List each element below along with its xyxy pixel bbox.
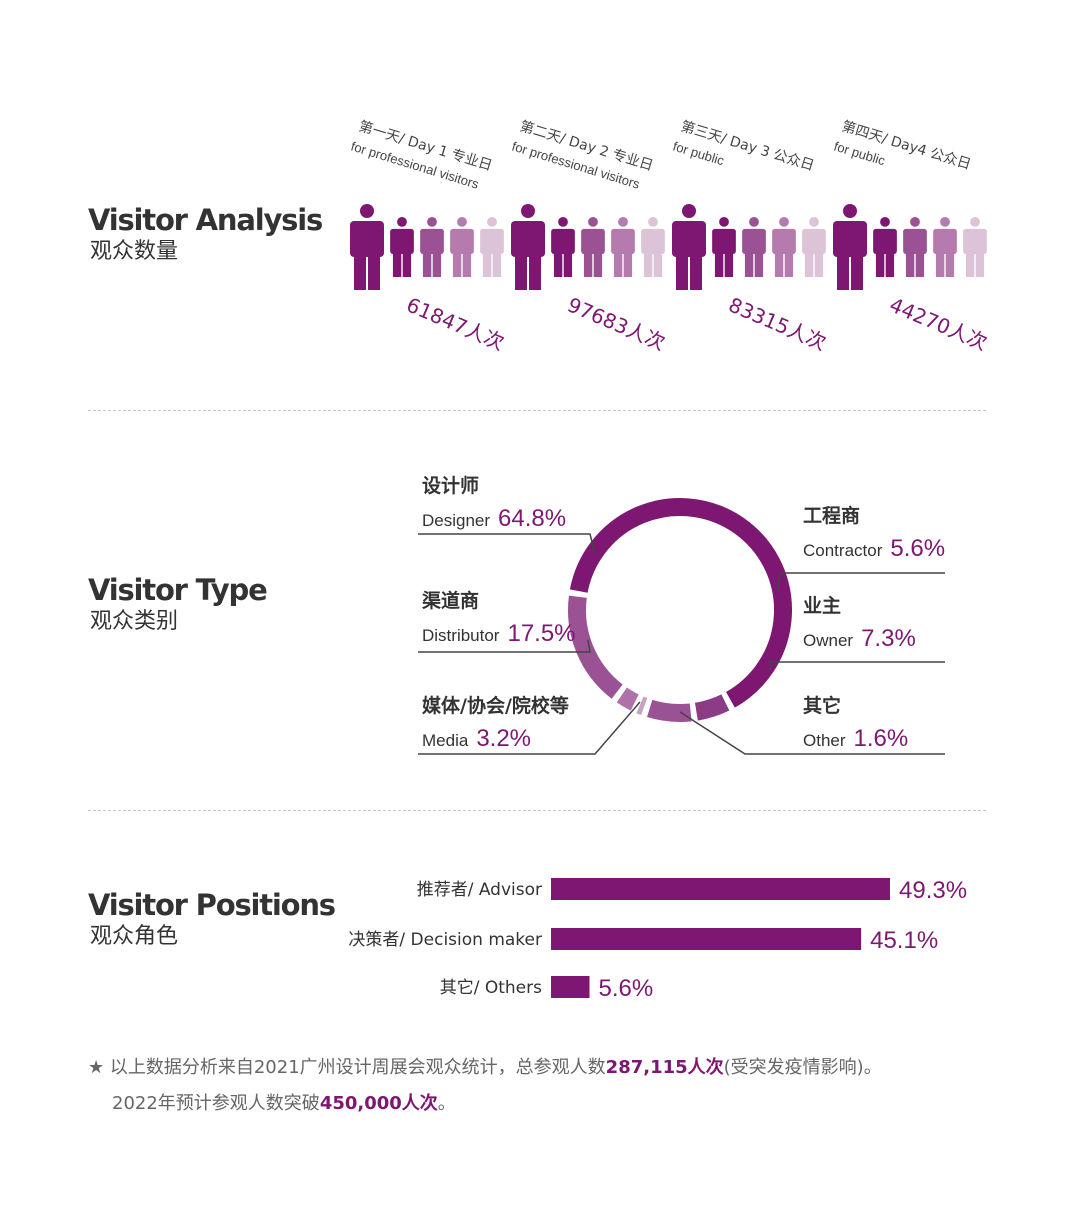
slice-cn-label: 工程商 <box>803 504 860 527</box>
donut-slice-other <box>636 696 648 716</box>
person-icon <box>641 217 665 277</box>
person-icon <box>933 217 957 277</box>
day-value-label: 61847人次 <box>403 293 508 356</box>
person-icon <box>672 204 706 290</box>
slice-en-label: Distributor <box>422 626 500 645</box>
day-value-label: 44270人次 <box>886 293 991 356</box>
visitor-type-subtitle: 观众类别 <box>90 609 179 634</box>
donut-label-distributor: 渠道商 Distributor 17.5% <box>418 589 591 653</box>
footnote: ★ 以上数据分析来自2021广州设计周展会观众统计，总参观人数287,115人次… <box>88 1050 882 1122</box>
person-icon <box>420 217 444 277</box>
slice-value-label: 1.6% <box>854 725 909 752</box>
footnote-text: 。 <box>437 1093 456 1114</box>
bar-category-label: 决策者/ Decision maker <box>348 930 542 950</box>
leader-line <box>769 661 945 670</box>
leader-line <box>418 701 641 755</box>
person-icon <box>390 217 414 277</box>
person-icon <box>450 217 474 277</box>
donut-label-designer: 设计师 Designer 64.8% <box>418 475 596 555</box>
bar-category-label: 其它/ Others <box>440 978 542 998</box>
visitor-analysis-subtitle: 观众数量 <box>90 239 179 264</box>
bar-category-label: 推荐者/ Advisor <box>417 880 542 900</box>
person-icon <box>802 217 826 277</box>
footnote-total: 287,115人次 <box>605 1057 724 1078</box>
bar-value-label: 49.3% <box>899 877 967 904</box>
leader-line <box>679 711 945 755</box>
slice-value-label: 7.3% <box>861 625 916 652</box>
bar <box>551 878 890 900</box>
person-icon <box>833 204 867 290</box>
donut-slice-contractor <box>694 694 730 721</box>
slice-cn-label: 业主 <box>803 595 841 617</box>
visitor-type-donut-chart: 设计师 Designer 64.8% 工程商 Contractor 5.6% 业主 Owner… <box>418 475 945 755</box>
bar <box>551 928 862 950</box>
donut-slice-owner <box>647 699 692 722</box>
person-icon <box>903 217 927 277</box>
day-value-label: 97683人次 <box>564 293 669 356</box>
donut-label-owner: 业主 Owner 7.3% <box>769 595 945 670</box>
leader-line <box>418 639 591 653</box>
divider-1 <box>88 410 986 411</box>
bar <box>551 976 590 998</box>
footnote-text: (受突发疫情影响)。 <box>723 1057 882 1078</box>
star-icon: ★ <box>88 1057 110 1078</box>
slice-value-label: 5.6% <box>890 535 945 562</box>
bar-value-label: 5.6% <box>599 975 654 1002</box>
divider-2 <box>88 810 986 811</box>
visitor-analysis-title: Visitor Analysis <box>88 203 323 237</box>
day-value-label: 83315人次 <box>725 293 830 356</box>
slice-en-label: Designer <box>422 511 490 530</box>
visitor-type-title: Visitor Type <box>88 573 268 607</box>
person-icon <box>611 217 635 277</box>
slice-cn-label: 其它 <box>803 694 841 717</box>
slice-value-label: 64.8% <box>498 505 566 532</box>
slice-cn-label: 渠道商 <box>422 589 479 612</box>
donut-slice-media <box>616 687 639 711</box>
leader-line <box>777 572 945 591</box>
slice-value-label: 3.2% <box>476 725 531 752</box>
footnote-forecast: 450,000人次 <box>319 1093 438 1114</box>
person-icon <box>963 217 987 277</box>
person-icon <box>712 217 736 277</box>
person-icon <box>742 217 766 277</box>
visitor-positions-title: Visitor Positions <box>88 888 336 922</box>
person-icon <box>350 204 384 290</box>
person-icon <box>873 217 897 277</box>
donut-label-media: 媒体/协会/院校等 Media 3.2% <box>418 694 641 755</box>
slice-cn-label: 设计师 <box>422 475 479 497</box>
slice-cn-label: 媒体/协会/院校等 <box>422 694 569 717</box>
donut-slice-designer <box>569 498 792 708</box>
donut-label-other: 其它 Other 1.6% <box>679 694 945 755</box>
footnote-text: 2022年预计参观人数突破 <box>112 1093 320 1114</box>
slice-en-label: Contractor <box>803 541 883 560</box>
donut-slice-distributor <box>568 595 623 699</box>
slice-en-label: Owner <box>803 631 853 650</box>
person-icon <box>511 204 545 290</box>
leader-line <box>418 533 596 555</box>
footnote-line-1: ★ 以上数据分析来自2021广州设计周展会观众统计，总参观人数287,115人次… <box>88 1050 882 1086</box>
slice-en-label: Other <box>803 731 846 750</box>
person-icon <box>772 217 796 277</box>
footnote-text: 以上数据分析来自2021广州设计周展会观众统计，总参观人数 <box>109 1057 606 1078</box>
slice-value-label: 17.5% <box>507 620 575 647</box>
bar-value-label: 45.1% <box>870 927 938 954</box>
slice-en-label: Media <box>422 731 469 750</box>
donut-label-contractor: 工程商 Contractor 5.6% <box>777 504 945 591</box>
footnote-line-2: 2022年预计参观人数突破450,000人次。 <box>88 1086 882 1122</box>
person-icon <box>581 217 605 277</box>
visitor-positions-subtitle: 观众角色 <box>90 924 179 949</box>
visitor-positions-bar-chart: 推荐者/ Advisor 49.3% 决策者/ Decision maker 45.1… <box>348 877 967 1002</box>
person-icon <box>551 217 575 277</box>
person-icon <box>480 217 504 277</box>
